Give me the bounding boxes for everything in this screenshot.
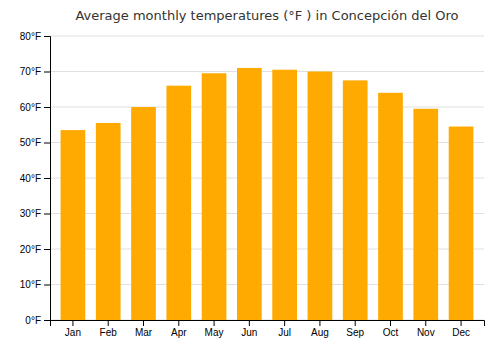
x-tick: Jan xyxy=(65,320,81,338)
x-tick: Nov xyxy=(417,320,435,338)
x-tick-mark xyxy=(319,320,320,326)
x-tick-mark xyxy=(425,320,426,326)
y-tick: 50°F xyxy=(20,137,50,148)
x-tick-label: Jun xyxy=(241,327,257,338)
x-tick-label: Sep xyxy=(346,327,364,338)
y-tick-mark xyxy=(44,285,50,286)
y-tick-mark xyxy=(44,214,50,215)
x-tick-label: Jan xyxy=(65,327,81,338)
x-tick: Aug xyxy=(311,320,329,338)
y-tick: 10°F xyxy=(20,279,50,290)
plot: Jan Feb Mar Apr May Jun Jul Aug Sep Oct Nov Dec 0°F 1… xyxy=(20,31,485,338)
x-tick: Feb xyxy=(100,320,118,338)
x-tick: Sep xyxy=(346,320,364,338)
x-tick: Jul xyxy=(278,320,291,338)
x-tick: Jun xyxy=(241,320,257,338)
bars xyxy=(61,68,474,320)
x-tick-label: Aug xyxy=(311,327,329,338)
grid-line xyxy=(50,36,484,37)
bar xyxy=(413,109,438,320)
x-tick-label: May xyxy=(205,327,224,338)
x-tick-label: Mar xyxy=(135,327,153,338)
y-tick: 70°F xyxy=(20,66,50,77)
y-tick-label: 50°F xyxy=(20,137,41,148)
y-tick: 80°F xyxy=(20,31,50,42)
y-tick-mark xyxy=(44,72,50,73)
grid xyxy=(50,36,484,320)
bar xyxy=(237,68,262,320)
bar xyxy=(96,123,121,320)
bar xyxy=(272,70,297,320)
bar xyxy=(308,72,333,321)
y-tick-label: 70°F xyxy=(20,66,41,77)
x-tick: Mar xyxy=(135,320,153,338)
x-tick: May xyxy=(205,320,224,338)
y-tick-mark xyxy=(44,178,50,179)
x-tick-label: Oct xyxy=(383,327,399,338)
x-tick-label: Apr xyxy=(171,327,187,338)
y-tick-label: 10°F xyxy=(20,279,41,290)
x-tick: Apr xyxy=(171,320,187,338)
bar xyxy=(202,73,227,320)
y-tick-label: 80°F xyxy=(20,31,41,42)
y-tick-label: 30°F xyxy=(20,208,41,219)
y-tick-label: 0°F xyxy=(25,315,41,326)
y-axis-line xyxy=(44,37,51,321)
y-tick: 40°F xyxy=(20,173,50,184)
y-tick: 0°F xyxy=(25,315,50,326)
x-tick-mark xyxy=(143,320,144,326)
y-tick-mark xyxy=(44,249,50,250)
y-tick: 30°F xyxy=(20,208,50,219)
bar xyxy=(343,80,368,320)
x-tick-mark xyxy=(249,320,250,326)
x-tick-mark xyxy=(390,320,391,326)
x-tick-label: Dec xyxy=(452,327,470,338)
x-tick: Oct xyxy=(383,320,399,338)
y-tick-mark xyxy=(44,143,50,144)
x-tick-label: Jul xyxy=(278,327,291,338)
x-axis-line xyxy=(51,321,485,327)
x-tick-mark xyxy=(284,320,285,326)
y-tick: 20°F xyxy=(20,244,50,255)
x-tick-mark xyxy=(461,320,462,326)
x-axis: Jan Feb Mar Apr May Jun Jul Aug Sep Oct Nov Dec xyxy=(51,320,485,338)
y-tick-label: 60°F xyxy=(20,102,41,113)
grid-line xyxy=(50,107,484,108)
x-tick-mark xyxy=(355,320,356,326)
x-tick-label: Feb xyxy=(100,327,118,338)
y-tick-mark xyxy=(44,36,50,37)
y-tick-mark xyxy=(44,320,50,321)
bar xyxy=(449,127,474,320)
x-tick-mark xyxy=(108,320,109,326)
y-tick: 60°F xyxy=(20,102,50,113)
y-tick-label: 20°F xyxy=(20,244,41,255)
x-tick-mark xyxy=(214,320,215,326)
bar xyxy=(378,93,403,320)
bar xyxy=(131,107,156,320)
title: Average monthly temperatures (°F ) in Co… xyxy=(75,8,458,23)
x-tick-mark xyxy=(72,320,73,326)
y-tick-mark xyxy=(44,107,50,108)
chart: Jan Feb Mar Apr May Jun Jul Aug Sep Oct Nov Dec 0°F 1… xyxy=(0,0,500,350)
y-axis: 0°F 10°F 20°F 30°F 40°F 50°F 60°F 70°F 80°F xyxy=(20,31,51,326)
x-tick-mark xyxy=(178,320,179,326)
grid-line xyxy=(50,71,484,72)
y-tick-label: 40°F xyxy=(20,173,41,184)
bar xyxy=(61,130,86,320)
x-tick: Dec xyxy=(452,320,470,338)
x-tick-label: Nov xyxy=(417,327,435,338)
bar xyxy=(166,86,191,320)
